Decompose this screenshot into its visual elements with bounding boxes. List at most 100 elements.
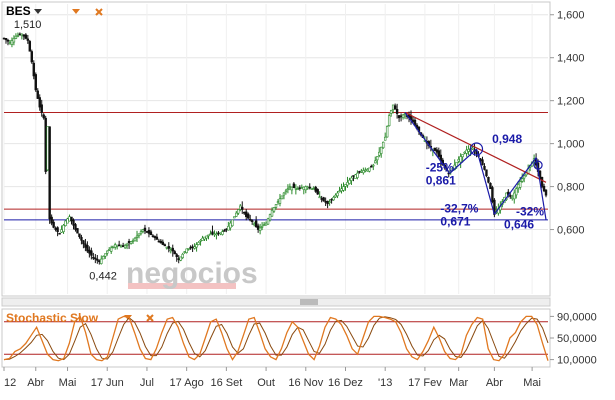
candle-body [123, 245, 127, 249]
candle-body [30, 51, 33, 63]
candle-body [143, 227, 147, 232]
x-tick-label: 17 Ago [170, 377, 204, 389]
candle-body [199, 239, 202, 242]
candle-body [352, 175, 355, 177]
x-tick-label: '13 [378, 377, 392, 389]
candle-body [175, 254, 178, 258]
candle-body [260, 226, 264, 228]
candle-body [20, 33, 24, 36]
candle-body [115, 244, 119, 247]
candle-body [511, 197, 514, 199]
candle-body [284, 190, 288, 193]
candle-body [298, 187, 302, 189]
candle-body [344, 184, 347, 187]
candle-body [300, 187, 304, 189]
candle-body [540, 177, 544, 187]
candle-body [161, 241, 165, 245]
stochastic-y-axis-ticks: 90,0000 50,0000 10,0000 [550, 311, 597, 367]
panel-resize-handle[interactable] [1, 297, 551, 307]
candle-body [157, 240, 161, 243]
x-tick-label: 16 Nov [288, 377, 323, 389]
candle-body [151, 235, 155, 238]
candle-body [113, 244, 117, 248]
candle-body [197, 242, 200, 245]
candle-body [306, 186, 309, 189]
candle-body [235, 212, 238, 217]
candle-body [239, 205, 242, 210]
candle-body [360, 170, 363, 173]
stochastic-title[interactable]: Stochastic Slow [6, 311, 99, 325]
x-tick-label: Jul [140, 377, 154, 389]
candle-body [519, 181, 522, 188]
candle-body [248, 218, 252, 221]
candle-body [481, 159, 484, 166]
candle-body [203, 236, 206, 240]
candle-body [189, 246, 192, 249]
candle-body [270, 209, 274, 217]
candle-body [195, 244, 198, 248]
candle-body [491, 187, 494, 202]
candle-body [76, 228, 79, 234]
candle-body [310, 187, 313, 190]
trend-line [493, 157, 537, 215]
candle-body [14, 35, 18, 39]
triangle-down-icon[interactable] [72, 9, 80, 14]
candle-body [252, 223, 256, 226]
candle-body [185, 248, 188, 253]
candle-body [10, 40, 14, 45]
candle-body [290, 186, 294, 191]
candles [2, 32, 548, 265]
candle-body [219, 232, 222, 235]
candle-body [127, 241, 131, 244]
candle-body [26, 38, 30, 41]
candle-body [348, 179, 351, 184]
x-icon[interactable] [95, 8, 103, 16]
candle-body [167, 246, 170, 249]
candle-body [336, 192, 339, 197]
triangle-down-icon[interactable] [34, 9, 42, 14]
drop-percent-label: -25% [426, 161, 454, 175]
candle-body [181, 253, 184, 258]
candle-body [509, 195, 512, 197]
symbol-label[interactable]: BES [6, 4, 31, 18]
candle-body [266, 218, 270, 225]
candle-body [370, 165, 373, 168]
candle-body [471, 147, 474, 150]
candle-body [282, 192, 286, 196]
candle-body [346, 181, 349, 186]
candle-body [320, 198, 323, 200]
x-icon[interactable] [146, 314, 154, 322]
trend-line [404, 112, 451, 174]
candle-body [233, 216, 236, 219]
candle-body [366, 169, 369, 172]
candle-body [254, 220, 258, 227]
candle-body [393, 105, 397, 110]
candle-body [88, 249, 91, 254]
candle-body [169, 249, 172, 252]
peak-marker [469, 142, 484, 156]
candle-body [332, 197, 335, 201]
candle-body [74, 224, 77, 230]
drop-value-label: 0,671 [440, 214, 470, 228]
symbol-header: BES [6, 4, 103, 18]
candle-body [380, 146, 383, 154]
candle-body [135, 235, 139, 238]
candle-body [389, 110, 393, 114]
low-label: 0,442 [89, 270, 117, 282]
candle-body [193, 246, 196, 249]
candle-body [274, 204, 278, 208]
candle-body [378, 151, 381, 156]
candle-body [215, 233, 218, 236]
y-tick-label: 0,800 [557, 182, 585, 194]
candle-body [467, 149, 470, 152]
candle-body [80, 236, 83, 241]
candle-body [489, 182, 492, 190]
y-tick-label: 0,600 [557, 225, 585, 237]
candle-body [368, 167, 371, 172]
candle-body [395, 109, 399, 114]
candle-body [64, 220, 67, 226]
candle-body [211, 231, 214, 235]
x-tick-label: Abr [486, 377, 503, 389]
candle-body [278, 198, 282, 204]
